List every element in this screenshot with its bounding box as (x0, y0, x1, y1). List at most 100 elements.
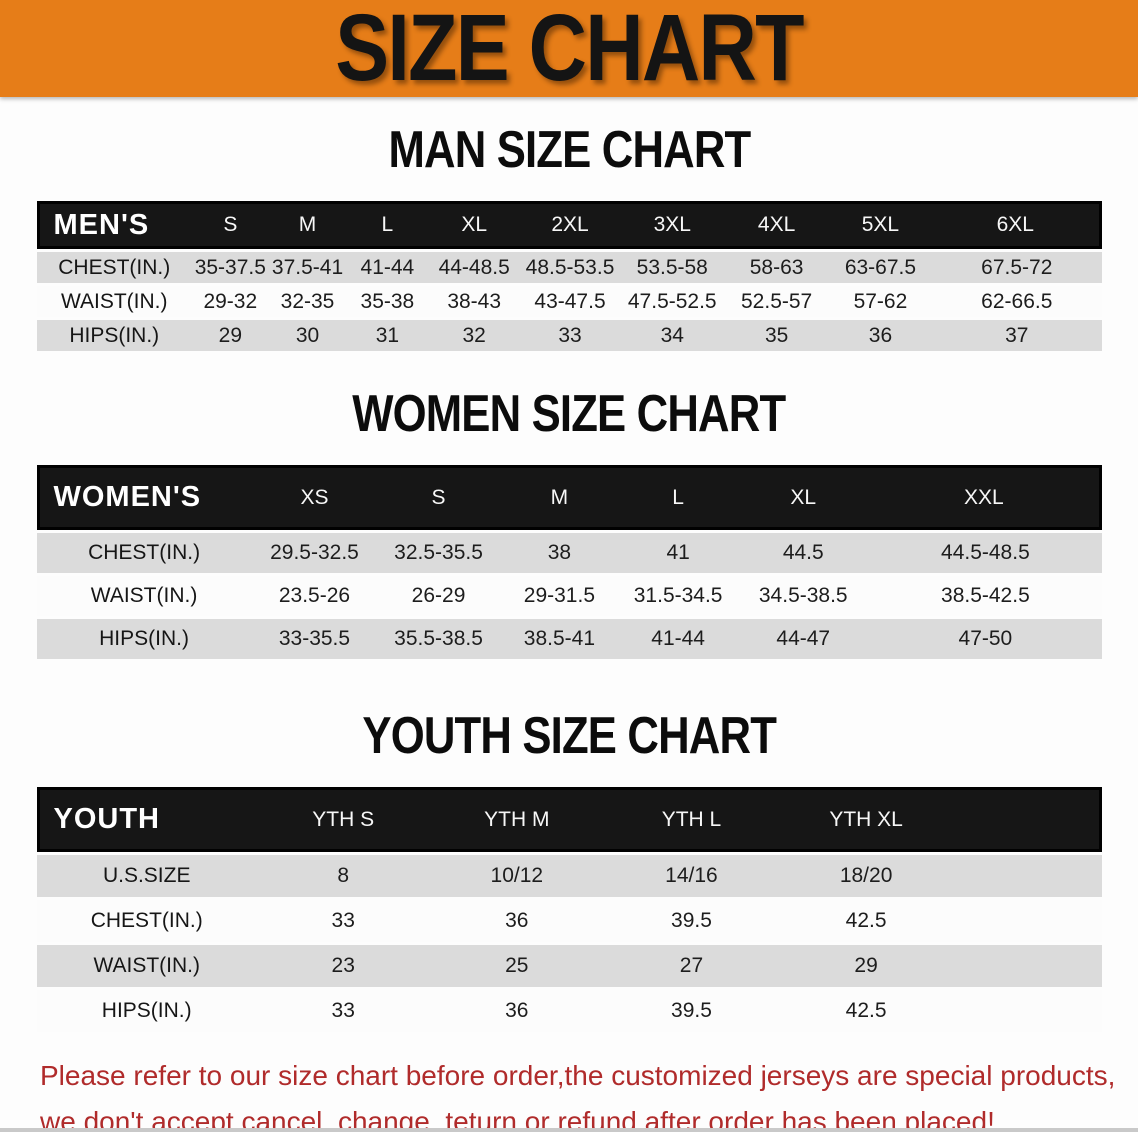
table-row: WAIST(IN.) 23.5-26 26-29 29-31.5 31.5-34.5 34… (36, 576, 1102, 616)
size-value: 23.5-26 (251, 576, 378, 616)
size-value: 52.5-57 (724, 286, 829, 317)
size-value: 41-44 (619, 619, 738, 659)
size-value: 36 (429, 990, 605, 1032)
men-section-heading: MAN SIZE CHART (0, 124, 1138, 176)
row-label: HIPS(IN.) (36, 990, 257, 1032)
size-value: 29.5-32.5 (251, 533, 378, 573)
size-column-header: YTH M (429, 787, 605, 852)
size-value: 38-43 (428, 286, 520, 317)
size-value: 35 (724, 320, 829, 351)
size-value: 47-50 (869, 619, 1102, 659)
size-value: 14/16 (604, 855, 779, 897)
table-corner-label: MEN'S (36, 201, 192, 249)
size-value: 26-29 (377, 576, 500, 616)
size-value: 29-32 (191, 286, 269, 317)
disclaimer-line-1: Please refer to our size chart before or… (40, 1060, 1116, 1091)
spacer-cell (953, 945, 1102, 987)
size-value: 35-37.5 (191, 252, 269, 283)
table-row: HIPS(IN.) 33 36 39.5 42.5 (36, 990, 1102, 1032)
size-value: 62-66.5 (932, 286, 1102, 317)
row-label: WAIST(IN.) (36, 945, 257, 987)
size-value: 35-38 (346, 286, 429, 317)
size-column-header: 2XL (519, 201, 621, 249)
spacer-cell (953, 855, 1102, 897)
size-value: 25 (429, 945, 605, 987)
size-value: 47.5-52.5 (620, 286, 725, 317)
youth-size-table: YOUTH YTH S YTH M YTH L YTH XL U.S.SIZE 8 10/12… (36, 784, 1102, 1035)
size-column-header: 4XL (724, 201, 829, 249)
size-value: 38 (499, 533, 620, 573)
size-value: 63-67.5 (828, 252, 933, 283)
size-value: 34.5-38.5 (737, 576, 870, 616)
size-column-header: XL (428, 201, 520, 249)
size-value: 27 (604, 945, 779, 987)
size-column-header: XL (737, 465, 870, 530)
size-value: 32 (428, 320, 520, 351)
size-value: 33 (256, 990, 430, 1032)
spacer-cell (953, 787, 1102, 852)
size-value: 48.5-53.5 (519, 252, 621, 283)
men-section-heading-text: MAN SIZE CHART (388, 121, 751, 179)
row-label: CHEST(IN.) (36, 533, 252, 573)
size-value: 42.5 (778, 900, 954, 942)
table-corner-label: YOUTH (36, 787, 257, 852)
row-label: HIPS(IN.) (36, 619, 252, 659)
table-header-row: WOMEN'S XS S M L XL XXL (36, 465, 1102, 530)
size-column-header: YTH XL (778, 787, 954, 852)
size-column-header: L (619, 465, 738, 530)
size-value: 36 (828, 320, 933, 351)
row-label: CHEST(IN.) (36, 252, 192, 283)
table-row: WAIST(IN.) 29-32 32-35 35-38 38-43 43-47.5 47.… (36, 286, 1102, 317)
row-label: U.S.SIZE (36, 855, 257, 897)
size-value: 23 (256, 945, 430, 987)
spacer-cell (953, 990, 1102, 1032)
size-value: 53.5-58 (620, 252, 725, 283)
size-value: 44-47 (737, 619, 870, 659)
size-value: 41-44 (346, 252, 429, 283)
banner: SIZE CHART (0, 0, 1138, 97)
youth-size-section: YOUTH SIZE CHART YOUTH YTH S YTH M YTH L YTH… (0, 710, 1138, 1035)
size-value: 31 (346, 320, 429, 351)
table-header-row: YOUTH YTH S YTH M YTH L YTH XL (36, 787, 1102, 852)
size-column-header: L (346, 201, 429, 249)
size-column-header: S (377, 465, 500, 530)
size-value: 67.5-72 (932, 252, 1102, 283)
table-row: CHEST(IN.) 29.5-32.5 32.5-35.5 38 41 44.5 44.5… (36, 533, 1102, 573)
size-value: 34 (620, 320, 725, 351)
spacer-cell (953, 900, 1102, 942)
size-value: 32-35 (268, 286, 347, 317)
size-value: 29 (191, 320, 269, 351)
row-label: WAIST(IN.) (36, 576, 252, 616)
size-value: 35.5-38.5 (377, 619, 500, 659)
size-value: 10/12 (429, 855, 605, 897)
size-column-header: 3XL (620, 201, 725, 249)
table-corner-label: WOMEN'S (36, 465, 252, 530)
size-column-header: M (499, 465, 620, 530)
row-label: WAIST(IN.) (36, 286, 192, 317)
bottom-divider (0, 1128, 1138, 1132)
size-column-header: S (191, 201, 269, 249)
size-column-header: YTH S (256, 787, 430, 852)
women-section-heading: WOMEN SIZE CHART (0, 388, 1138, 440)
size-value: 29 (778, 945, 954, 987)
disclaimer: Please refer to our size chart before or… (40, 1053, 1118, 1132)
size-value: 31.5-34.5 (619, 576, 738, 616)
table-row: WAIST(IN.) 23 25 27 29 (36, 945, 1102, 987)
size-value: 44-48.5 (428, 252, 520, 283)
size-column-header: YTH L (604, 787, 779, 852)
women-section-heading-text: WOMEN SIZE CHART (352, 385, 786, 443)
youth-section-heading: YOUTH SIZE CHART (0, 710, 1138, 762)
size-value: 18/20 (778, 855, 954, 897)
size-value: 38.5-41 (499, 619, 620, 659)
size-value: 33 (519, 320, 621, 351)
size-value: 42.5 (778, 990, 954, 1032)
size-value: 41 (619, 533, 738, 573)
table-row: CHEST(IN.) 35-37.5 37.5-41 41-44 44-48.5 48.5… (36, 252, 1102, 283)
size-value: 33-35.5 (251, 619, 378, 659)
row-label: HIPS(IN.) (36, 320, 192, 351)
table-row: U.S.SIZE 8 10/12 14/16 18/20 (36, 855, 1102, 897)
size-value: 33 (256, 900, 430, 942)
disclaimer-line-2: we don't accept cancel, change, teturn o… (40, 1106, 995, 1132)
table-row: HIPS(IN.) 29 30 31 32 33 34 35 36 37 (36, 320, 1102, 351)
